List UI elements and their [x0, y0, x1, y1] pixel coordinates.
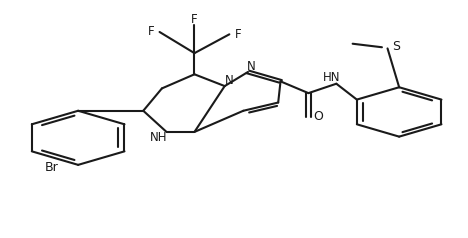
Text: O: O [314, 110, 323, 123]
Text: HN: HN [323, 71, 340, 84]
Text: N: N [247, 60, 256, 73]
Text: F: F [191, 13, 198, 25]
Text: Br: Br [45, 161, 58, 174]
Text: F: F [148, 25, 154, 39]
Text: N: N [225, 74, 234, 87]
Text: F: F [234, 28, 241, 41]
Text: NH: NH [149, 131, 167, 144]
Text: S: S [392, 40, 400, 53]
